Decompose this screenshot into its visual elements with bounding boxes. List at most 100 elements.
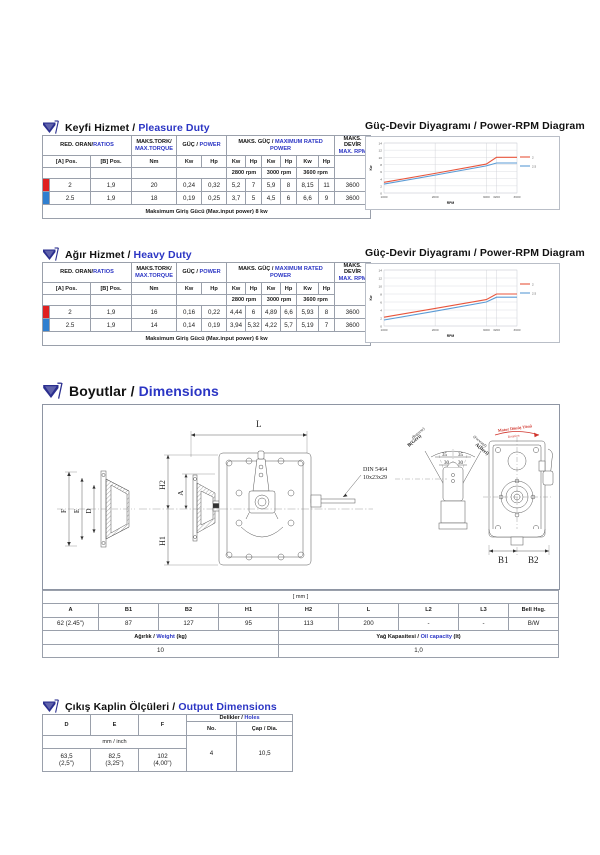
dim-col-H1: H1 (218, 603, 279, 618)
heavy-chart-header: Güç-Devir Diyagramı / Power-RPM Diagram (365, 247, 585, 259)
heavy-footnote: Maksimum Giriş Gücü (Max.input power) 6 … (41, 331, 372, 347)
header-kw-2800: Kw (226, 282, 247, 296)
dimensions-title: Boyutlar / Dimensions (69, 383, 219, 399)
pleasure-footnote: Maksimum Giriş Gücü (Max.input power) 8 … (41, 204, 372, 220)
svg-text:12: 12 (379, 149, 383, 153)
cell-hp-3000: 6 (280, 191, 298, 206)
output-header-row-1: D E F Delikler / Holes (42, 713, 293, 737)
label-spline-standard: DIN 5464 (363, 467, 387, 473)
cell-kw-3000: 5,9 (261, 178, 282, 193)
svg-text:2000: 2000 (432, 328, 439, 332)
svg-text:3200: 3200 (493, 195, 500, 199)
label-D: D (85, 508, 93, 513)
header-torque: MAKS.TORK/ MAX.TORQUE (131, 134, 178, 157)
cell-b-pos: 1,9 (89, 191, 133, 206)
dim-val-H1: 95 (218, 617, 279, 631)
row-color-swatch-red (42, 305, 50, 320)
header-hp-3600: Hp (318, 155, 336, 169)
dimensions-drawing-frame: L H2 H1 A F E D DIN 5464 10x23x29 (Rever… (42, 404, 560, 590)
label-A: A (176, 490, 185, 496)
label-angle-c: 30 (444, 461, 450, 466)
label-angle-a: 35 (442, 453, 448, 458)
cell-a-pos: 2.5 (49, 191, 91, 206)
dimensions-title-tr: Boyutlar (69, 383, 127, 399)
header-hp-power: Hp (201, 282, 228, 296)
output-value-row: 63,5 (2,5") 82,5 (3,25") 102 (4,00") (42, 748, 293, 773)
label-B1: B1 (498, 555, 509, 565)
header-max-rpm-blank (334, 282, 372, 307)
dimensions-title-sep: / (130, 383, 135, 399)
rpm-3600-label: 3600 rpm (296, 294, 336, 307)
header-kw-3600: Kw (296, 282, 320, 296)
dim-val-L3: - (458, 617, 509, 631)
cell-kw: 0,24 (176, 178, 203, 193)
cell-hp-3600: 11 (318, 178, 336, 193)
pleasure-chart: 0 2 4 6 8 10 12 14 1000 2000 3000 3200 3600 RPM Kw 2 2.… (365, 136, 560, 210)
svg-text:3200: 3200 (493, 328, 500, 332)
pleasure-chart-title: Güç-Devir Diyagramı / Power-RPM Diagram (365, 120, 585, 132)
table-footnote-row: Maksimum Giriş Gücü (Max.input power) 6 … (41, 331, 372, 347)
dim-value-row: 62 (2.45") 87 127 95 113 200 - - B/W (42, 617, 560, 631)
header-kw-3000: Kw (261, 282, 282, 296)
cell-hp: 0,22 (201, 305, 228, 320)
label-H1: H1 (158, 536, 167, 546)
dim-val-L: 200 (338, 617, 399, 631)
cell-b-pos: 1,9 (89, 305, 133, 320)
cell-hp: 0,32 (201, 178, 228, 193)
header-b-pos: [B] Pos. (89, 282, 133, 296)
output-holes-no-label: No. (186, 721, 237, 737)
cell-hp-3600: 8 (318, 305, 336, 320)
dim-val-A: 62 (2.45") (42, 617, 99, 631)
header-nm: Nm (131, 282, 178, 296)
dim-col-B1: B1 (98, 603, 159, 618)
svg-text:3000: 3000 (483, 328, 490, 332)
dim-unit-header: [ mm ] (41, 590, 560, 604)
pleasure-chart-header: Güç-Devir Diyagramı / Power-RPM Diagram (365, 120, 585, 132)
output-holes-dia: 10,5 (236, 735, 293, 773)
label-E: E (73, 509, 81, 513)
bullet-badge-icon (42, 382, 63, 400)
pleasure-title-sep: / (132, 121, 136, 134)
header-kw-power: Kw (176, 155, 203, 169)
output-val-D: 63,5 (2,5") (42, 748, 91, 773)
heavy-title-sep: / (127, 248, 131, 261)
table-header-row-3: 2800 rpm 3000 rpm 3600 rpm (42, 167, 371, 180)
cell-hp-2800: 5 (245, 191, 263, 206)
cell-kw-3000: 4,89 (261, 305, 282, 320)
label-angle-d: 30 (458, 461, 464, 466)
table-header-row-2: [A] Pos. [B] Pos. Nm Kw Hp Kw Hp Kw Hp K… (42, 155, 372, 180)
label-B2: B2 (528, 555, 539, 565)
svg-text:6: 6 (380, 301, 382, 305)
header-hp-3600: Hp (318, 282, 336, 296)
header-rated-power: MAKS. GÜÇ / MAXIMUM RATED POWER (226, 134, 336, 157)
svg-text:14: 14 (379, 269, 383, 273)
svg-text:2.5: 2.5 (532, 164, 537, 168)
svg-text:12: 12 (379, 277, 383, 281)
pleasure-duty-table: RED. ORAN/RATIOS MAKS.TORK/ MAX.TORQUE G… (41, 134, 372, 220)
cell-hp-3600: 9 (318, 191, 336, 206)
output-unit-label: mm / inch (42, 735, 187, 750)
svg-text:1000: 1000 (381, 195, 388, 199)
svg-text:0: 0 (380, 192, 382, 196)
cell-hp-2800: 5,32 (245, 318, 263, 333)
rpm-2800-label: 2800 rpm (226, 167, 263, 180)
output-title-sep: / (172, 700, 176, 713)
output-col-E: E (90, 713, 139, 737)
cell-hp-3600: 7 (318, 318, 336, 333)
cell-kw-3000: 4,5 (261, 191, 282, 206)
cell-kw-2800: 4,44 (226, 305, 247, 320)
dim-header-row: A B1 B2 H1 H2 L L2 L3 Bell Hsg. (42, 603, 560, 618)
cell-kw-2800: 5,2 (226, 178, 247, 193)
pleasure-duty-header: Keyfi Hizmet / Pleasure Duty (42, 120, 210, 135)
gearbox-front-view (483, 431, 554, 555)
cell-nm: 18 (131, 191, 178, 206)
cell-kw-3000: 4,22 (261, 318, 282, 333)
output-table-wrap: D E F Delikler / Holes No. Çap / Dia. mm… (42, 713, 293, 773)
output-unit-row: mm / inch 4 10,5 (42, 735, 293, 773)
output-dimensions-title: Çıkış Kaplin Ölçüleri / Output Dimension… (65, 701, 277, 713)
svg-text:0: 0 (380, 325, 382, 329)
svg-text:2: 2 (380, 317, 382, 321)
cell-kw: 0,14 (176, 318, 203, 333)
chart-title-tr: Güç-Devir Diyagramı / Power-RPM Diagram (365, 247, 585, 259)
header-kw-3600: Kw (296, 155, 320, 169)
